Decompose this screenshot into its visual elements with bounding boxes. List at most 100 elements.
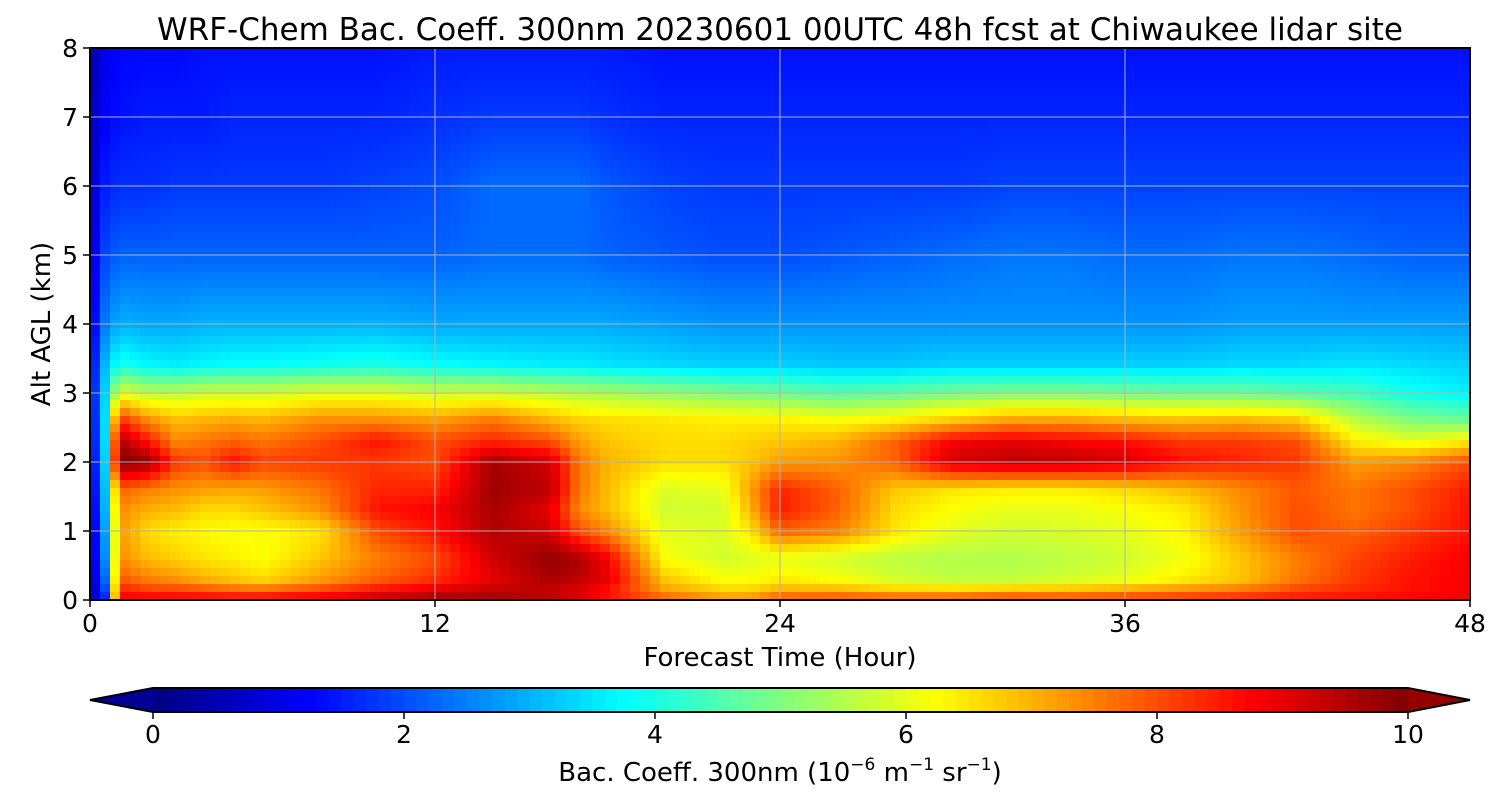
heatmap-cell — [320, 264, 331, 273]
heatmap-cell — [680, 192, 691, 201]
heatmap-cell — [140, 96, 151, 105]
heatmap-cell — [1070, 184, 1081, 193]
heatmap-cell — [1240, 304, 1251, 313]
heatmap-cell — [120, 312, 131, 321]
heatmap-cell — [1100, 312, 1111, 321]
heatmap-cell — [520, 288, 531, 297]
heatmap-cell — [1090, 192, 1101, 201]
heatmap-cell — [900, 144, 911, 153]
heatmap-cell — [340, 64, 351, 73]
heatmap-cell — [190, 312, 201, 321]
heatmap-cell — [450, 216, 461, 225]
heatmap-cell — [330, 312, 341, 321]
heatmap-cell — [1090, 328, 1101, 337]
heatmap-cell — [860, 240, 871, 249]
heatmap-cell — [1420, 296, 1431, 305]
heatmap-cell — [140, 72, 151, 81]
heatmap-cell — [1160, 200, 1171, 209]
heatmap-cell — [900, 160, 911, 169]
heatmap-cell — [90, 72, 101, 81]
heatmap-cell — [330, 120, 341, 129]
heatmap-cell — [490, 128, 501, 137]
heatmap-cell — [1140, 208, 1151, 217]
heatmap-cell — [1020, 184, 1031, 193]
heatmap-cell — [140, 176, 151, 185]
heatmap-cell — [1130, 248, 1141, 257]
heatmap-cell — [570, 96, 581, 105]
heatmap-cell — [250, 280, 261, 289]
heatmap-cell — [1330, 104, 1341, 113]
heatmap-cell — [1030, 288, 1041, 297]
heatmap-cell — [1160, 80, 1171, 89]
heatmap-cell — [330, 136, 341, 145]
heatmap-cell — [750, 160, 761, 169]
heatmap-cell — [230, 280, 241, 289]
heatmap-cell — [750, 72, 761, 81]
heatmap-cell — [170, 72, 181, 81]
heatmap-cell — [620, 200, 631, 209]
heatmap-cell — [920, 80, 931, 89]
heatmap-cell — [740, 240, 751, 249]
heatmap-cell — [790, 56, 801, 65]
heatmap-cell — [940, 208, 951, 217]
heatmap-cell — [540, 288, 551, 297]
heatmap-cell — [340, 168, 351, 177]
heatmap-cell — [740, 256, 751, 265]
heatmap-cell — [1180, 264, 1191, 273]
heatmap-cell — [440, 168, 451, 177]
heatmap-cell — [1440, 280, 1451, 289]
heatmap-cell — [1110, 232, 1121, 241]
heatmap-cell — [450, 56, 461, 65]
heatmap-cell — [170, 240, 181, 249]
heatmap-cell — [1320, 88, 1331, 97]
heatmap-cell — [290, 200, 301, 209]
heatmap-cell — [940, 56, 951, 65]
heatmap-cell — [1200, 136, 1211, 145]
heatmap-cell — [1330, 184, 1341, 193]
heatmap-cell — [320, 104, 331, 113]
heatmap-cell — [610, 296, 621, 305]
heatmap-cell — [460, 128, 471, 137]
heatmap-cell — [590, 288, 601, 297]
heatmap-cell — [240, 160, 251, 169]
heatmap-cell — [560, 248, 571, 257]
heatmap-cell — [630, 272, 641, 281]
heatmap-cell — [700, 96, 711, 105]
heatmap-cell — [1000, 64, 1011, 73]
heatmap-cell — [1250, 128, 1261, 137]
heatmap-cell — [470, 168, 481, 177]
heatmap-cell — [150, 200, 161, 209]
heatmap-cell — [1000, 304, 1011, 313]
heatmap-cell — [470, 152, 481, 161]
heatmap-cell — [1020, 304, 1031, 313]
heatmap-cell — [1160, 160, 1171, 169]
heatmap-cell — [1440, 136, 1451, 145]
heatmap-cell — [510, 96, 521, 105]
heatmap-cell — [760, 192, 771, 201]
heatmap-cell — [1090, 184, 1101, 193]
heatmap-cell — [1450, 152, 1461, 161]
heatmap-cell — [630, 152, 641, 161]
heatmap-cell — [120, 152, 131, 161]
heatmap-cell — [1380, 176, 1391, 185]
heatmap-cell — [100, 192, 111, 201]
heatmap-cell — [190, 224, 201, 233]
heatmap-cell — [1030, 328, 1041, 337]
heatmap-cell — [200, 184, 211, 193]
heatmap-cell — [100, 224, 111, 233]
heatmap-cell — [390, 304, 401, 313]
heatmap-cell — [1190, 304, 1201, 313]
heatmap-cell — [1190, 160, 1201, 169]
heatmap-cell — [590, 120, 601, 129]
heatmap-cell — [1080, 88, 1091, 97]
heatmap-cell — [1140, 104, 1151, 113]
heatmap-cell — [1430, 72, 1441, 81]
heatmap-cell — [1350, 248, 1361, 257]
heatmap-cell — [780, 136, 791, 145]
heatmap-cell — [1070, 296, 1081, 305]
heatmap-cell — [1380, 248, 1391, 257]
heatmap-cell — [510, 152, 521, 161]
heatmap-cell — [1260, 312, 1271, 321]
heatmap-cell — [710, 232, 721, 241]
heatmap-cell — [640, 80, 651, 89]
